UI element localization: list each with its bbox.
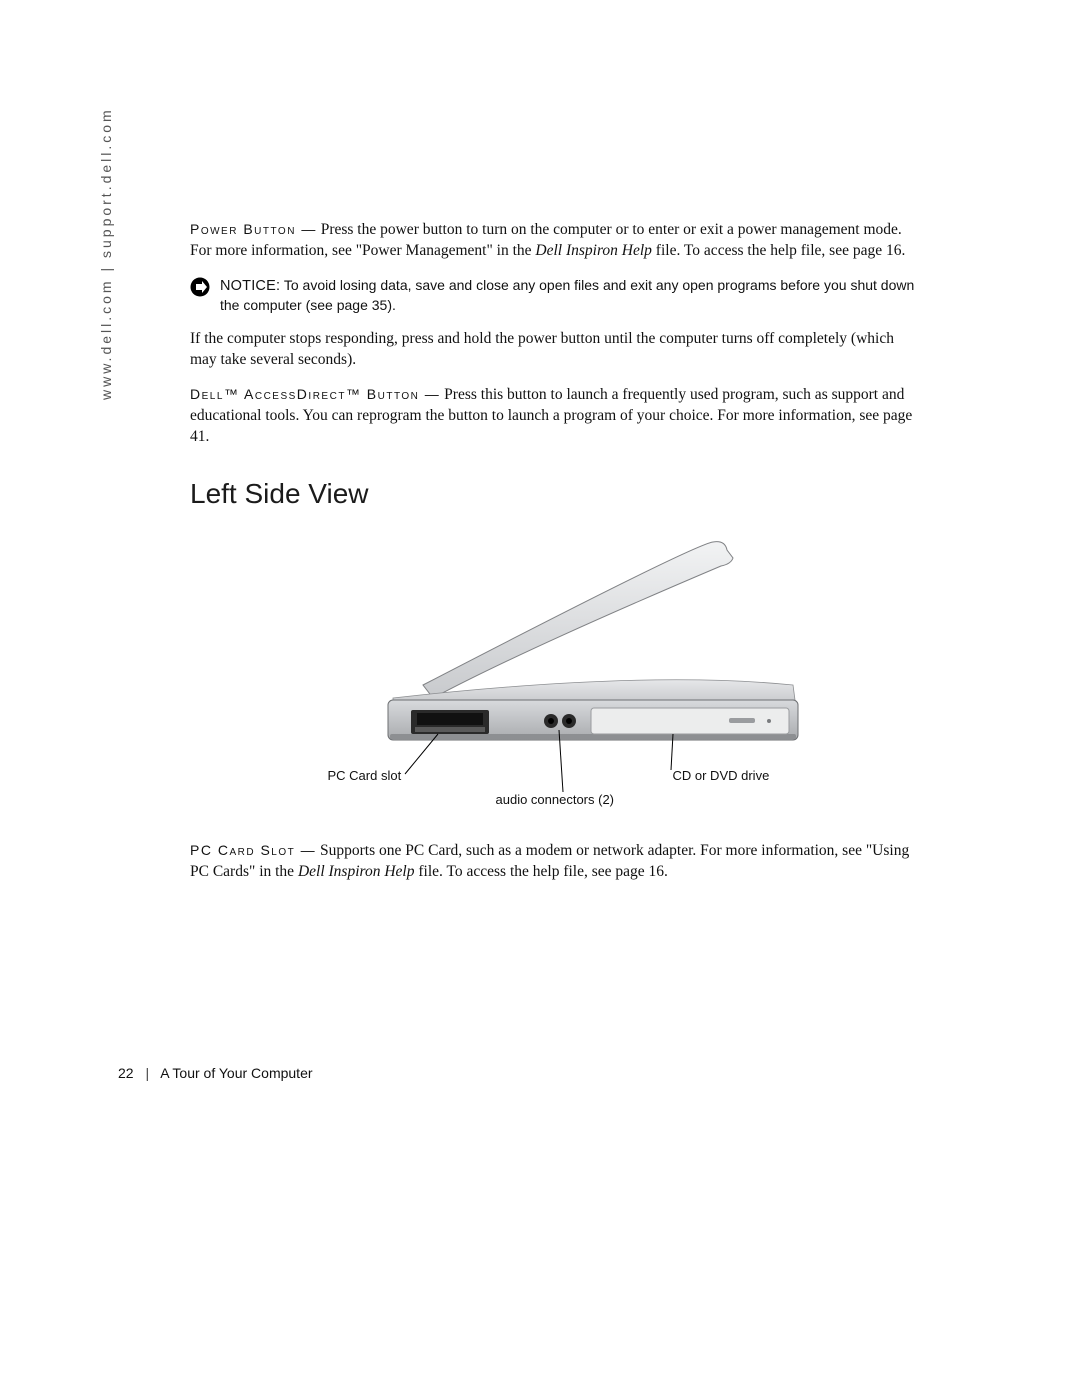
notice-body: To avoid losing data, save and close any… bbox=[220, 277, 914, 314]
page-content: Power Button — Press the power button to… bbox=[190, 220, 915, 897]
footer-section-title: A Tour of Your Computer bbox=[160, 1065, 312, 1081]
footer-page-number: 22 bbox=[118, 1065, 134, 1081]
footer-separator: | bbox=[145, 1065, 149, 1081]
power-button-italic: Dell Inspiron Help bbox=[535, 242, 652, 259]
pc-card-slot-paragraph: PC Card Slot — Supports one PC Card, suc… bbox=[190, 841, 915, 883]
power-button-lead: Power Button — bbox=[190, 221, 317, 237]
pc-card-slot-text-b: file. To access the help file, see page … bbox=[414, 863, 667, 880]
stops-responding-paragraph: If the computer stops responding, press … bbox=[190, 329, 915, 371]
pc-card-slot-lead: PC Card Slot — bbox=[190, 842, 316, 858]
notice-icon bbox=[190, 277, 210, 302]
power-button-text-b: file. To access the help file, see page … bbox=[652, 242, 905, 259]
accessdirect-lead: Dell™ AccessDirect™ Button — bbox=[190, 386, 440, 402]
callout-audio-connectors: audio connectors (2) bbox=[496, 792, 615, 807]
notice-label: NOTICE: bbox=[220, 278, 280, 294]
page-footer: 22 | A Tour of Your Computer bbox=[118, 1065, 313, 1081]
notice-block: NOTICE: To avoid losing data, save and c… bbox=[190, 276, 915, 315]
left-side-view-figure: PC Card slot audio connectors (2) CD or … bbox=[273, 530, 833, 825]
notice-text-wrap: NOTICE: To avoid losing data, save and c… bbox=[220, 276, 915, 315]
pc-card-slot-italic: Dell Inspiron Help bbox=[298, 863, 415, 880]
left-side-view-heading: Left Side View bbox=[190, 478, 915, 510]
accessdirect-paragraph: Dell™ AccessDirect™ Button — Press this … bbox=[190, 385, 915, 448]
sidebar-url-text: www.dell.com | support.dell.com bbox=[98, 107, 114, 400]
power-button-paragraph: Power Button — Press the power button to… bbox=[190, 220, 915, 262]
callout-cd-dvd-drive: CD or DVD drive bbox=[673, 768, 770, 783]
callout-pc-card-slot: PC Card slot bbox=[328, 768, 402, 783]
